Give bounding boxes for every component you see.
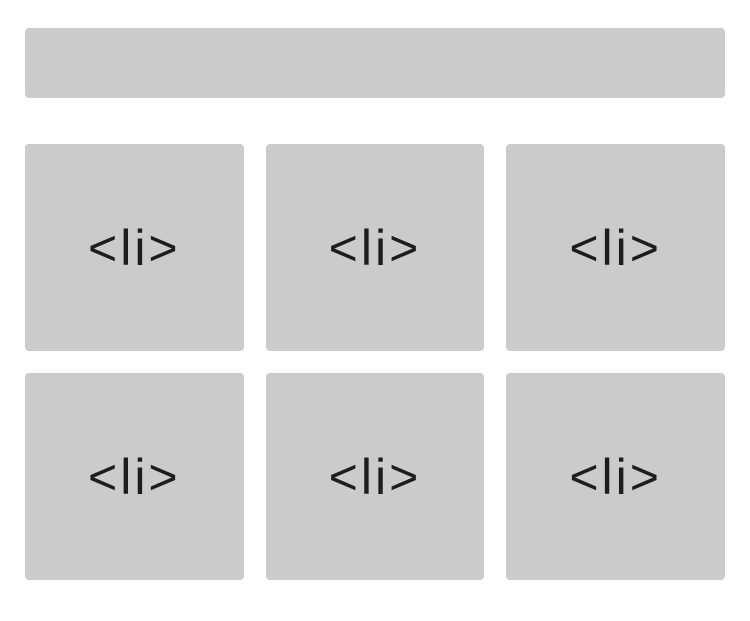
list-item-label: <li> xyxy=(88,219,181,277)
list-item-label: <li> xyxy=(569,448,662,506)
list-item-label: <li> xyxy=(88,448,181,506)
card-grid: <li> <li> <li> <li> <li> <li> xyxy=(25,144,725,580)
list-item[interactable]: <li> xyxy=(25,373,244,580)
list-item-label: <li> xyxy=(329,448,422,506)
header-bar xyxy=(25,28,725,98)
list-item[interactable]: <li> xyxy=(506,144,725,351)
list-item[interactable]: <li> xyxy=(506,373,725,580)
list-item-label: <li> xyxy=(569,219,662,277)
list-item[interactable]: <li> xyxy=(25,144,244,351)
list-item[interactable]: <li> xyxy=(266,373,485,580)
list-item[interactable]: <li> xyxy=(266,144,485,351)
list-item-label: <li> xyxy=(329,219,422,277)
